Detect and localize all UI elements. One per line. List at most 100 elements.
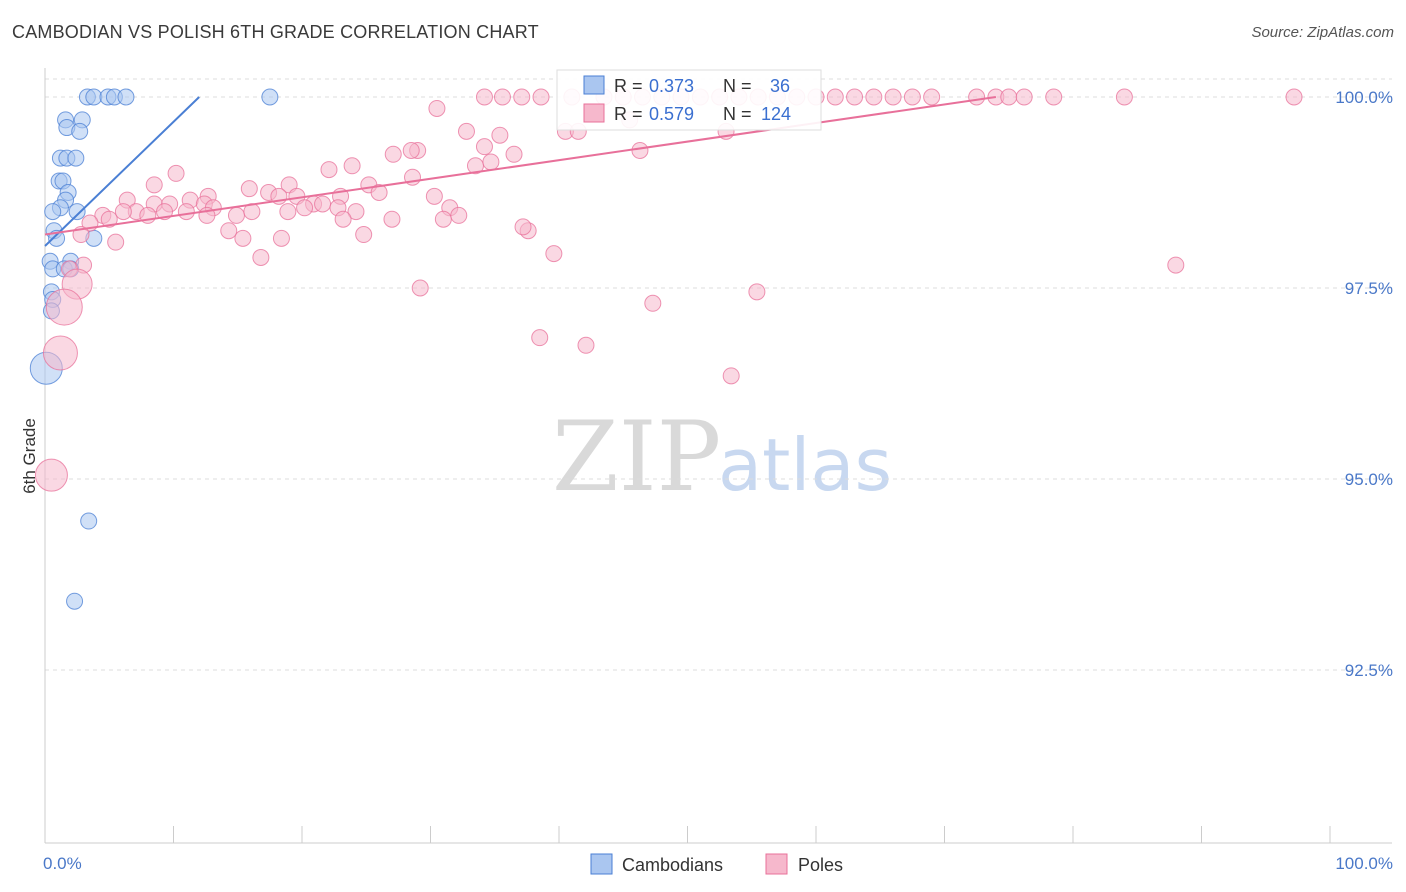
pole-point — [428, 99, 446, 117]
pole-point — [450, 206, 468, 224]
tick-labels: 100.0% 97.5% 95.0% 92.5% 0.0% 100.0% — [43, 88, 1393, 873]
gridlines — [45, 78, 1392, 671]
pole-point — [532, 88, 550, 106]
x-tick-label: 100.0% — [1335, 854, 1393, 873]
cambodian-point — [117, 88, 135, 106]
cambodian-point — [85, 88, 103, 106]
legend-stats-box: R = 0.373 N = 36 R = 0.579 N = 124 — [556, 69, 822, 131]
legend-label-cambodians: Cambodians — [622, 855, 723, 875]
pole-point — [884, 88, 902, 106]
pole-point — [434, 210, 452, 228]
pole-point — [1285, 88, 1303, 106]
cambodian-point — [66, 592, 84, 610]
pole-point — [45, 288, 83, 326]
pole-point — [279, 203, 297, 221]
cambodian-point — [67, 149, 85, 167]
stat-r-label-0: R = — [614, 76, 643, 96]
y-tick-label: 100.0% — [1335, 88, 1393, 107]
pole-point — [903, 88, 921, 106]
pole-point — [370, 184, 388, 201]
pole-point — [314, 195, 332, 213]
cambodian-point — [261, 88, 279, 106]
pole-point — [865, 88, 883, 106]
pole-point — [545, 245, 563, 263]
legend-swatch-poles — [765, 853, 788, 875]
y-axis-label: 6th Grade — [20, 418, 39, 494]
stat-r-value-0: 0.373 — [649, 76, 694, 96]
pole-point — [577, 336, 595, 354]
legend-swatch-cambodians-small — [583, 75, 605, 95]
pole-point — [234, 229, 252, 247]
pole-point — [482, 153, 500, 171]
pole-point — [107, 233, 125, 251]
stat-n-value-0: 36 — [770, 76, 790, 96]
pole-point — [631, 141, 649, 159]
chart-title: CAMBODIAN VS POLISH 6TH GRADE CORRELATIO… — [12, 22, 539, 42]
legend-swatch-poles-small — [583, 103, 605, 123]
pole-point — [383, 210, 401, 228]
pole-point — [34, 458, 68, 492]
legend-label-poles: Poles — [798, 855, 843, 875]
pole-point — [475, 88, 493, 106]
stat-n-label-1: N = — [723, 104, 752, 124]
pole-point — [334, 210, 352, 228]
trend-line-poles — [44, 96, 997, 236]
pole-point — [644, 294, 662, 312]
pole-point — [220, 222, 238, 240]
cambodian-point — [80, 512, 98, 530]
pole-point — [384, 145, 402, 163]
pole-point — [475, 138, 493, 156]
cambodian-point — [71, 122, 89, 140]
axes — [44, 68, 1392, 844]
pole-point — [296, 199, 314, 217]
cambodian-point — [44, 203, 62, 221]
pole-point — [240, 180, 258, 198]
trend-lines — [44, 96, 997, 247]
pole-point — [167, 164, 185, 182]
pole-point — [1000, 88, 1018, 106]
trend-line-cambodians — [44, 96, 200, 247]
y-tick-label: 97.5% — [1345, 279, 1393, 298]
y-tick-label: 92.5% — [1345, 661, 1393, 680]
data-points — [29, 88, 1303, 610]
source-credit: Source: ZipAtlas.com — [1251, 24, 1394, 41]
bottom-legend: Cambodians Poles — [590, 853, 843, 875]
legend-swatch-cambodians — [590, 853, 613, 875]
pole-point — [1045, 88, 1063, 106]
pole-point — [514, 218, 532, 236]
pole-point — [457, 122, 475, 140]
pole-point — [100, 210, 118, 228]
pole-point — [347, 203, 365, 221]
pole-point — [505, 145, 523, 163]
watermark-zip: ZIP — [552, 401, 721, 513]
stat-n-label-0: N = — [723, 76, 752, 96]
pole-point — [355, 226, 373, 244]
pole-point — [42, 335, 78, 371]
pole-point — [722, 367, 740, 385]
pole-point — [227, 206, 245, 224]
pole-point — [846, 88, 864, 106]
pole-point — [252, 248, 270, 266]
pole-point — [531, 329, 549, 347]
pole-point — [513, 88, 531, 106]
pole-point — [748, 283, 766, 301]
pole-point — [968, 88, 986, 106]
pole-point — [114, 203, 132, 221]
pole-point — [411, 279, 429, 297]
pole-point — [156, 203, 174, 221]
pole-point — [425, 187, 443, 205]
pole-point — [177, 203, 195, 221]
y-tick-label: 95.0% — [1345, 470, 1393, 489]
stat-n-value-1: 124 — [761, 104, 791, 124]
stat-r-label-1: R = — [614, 104, 643, 124]
pole-point — [1167, 256, 1185, 274]
pole-point — [491, 126, 509, 144]
pole-point — [343, 157, 361, 175]
cambodian-point — [68, 203, 86, 221]
x-tick-label: 0.0% — [43, 854, 82, 873]
pole-point — [320, 161, 338, 179]
pole-point — [923, 88, 941, 106]
pole-point — [402, 141, 420, 159]
pole-point — [272, 229, 290, 247]
